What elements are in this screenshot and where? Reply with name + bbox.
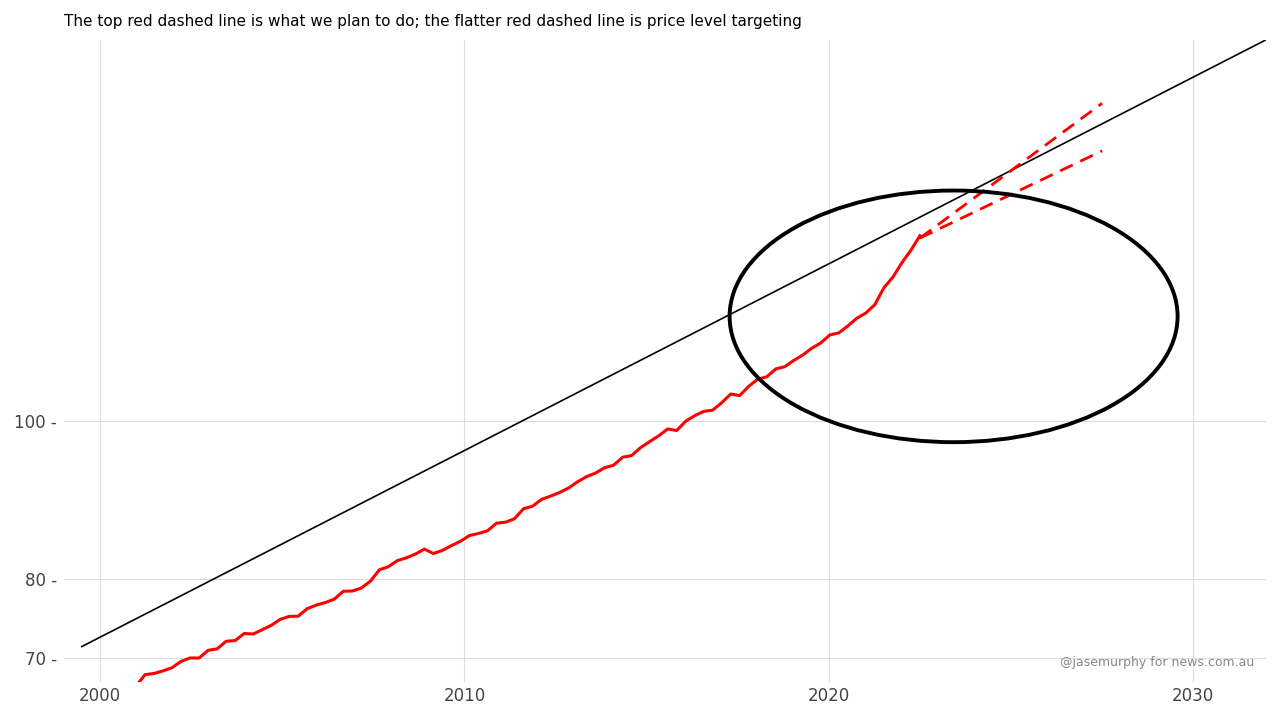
Text: The top red dashed line is what we plan to do; the flatter red dashed line is pr: The top red dashed line is what we plan … [64, 14, 801, 29]
Text: @jasemurphy for news.com.au: @jasemurphy for news.com.au [1060, 656, 1254, 669]
